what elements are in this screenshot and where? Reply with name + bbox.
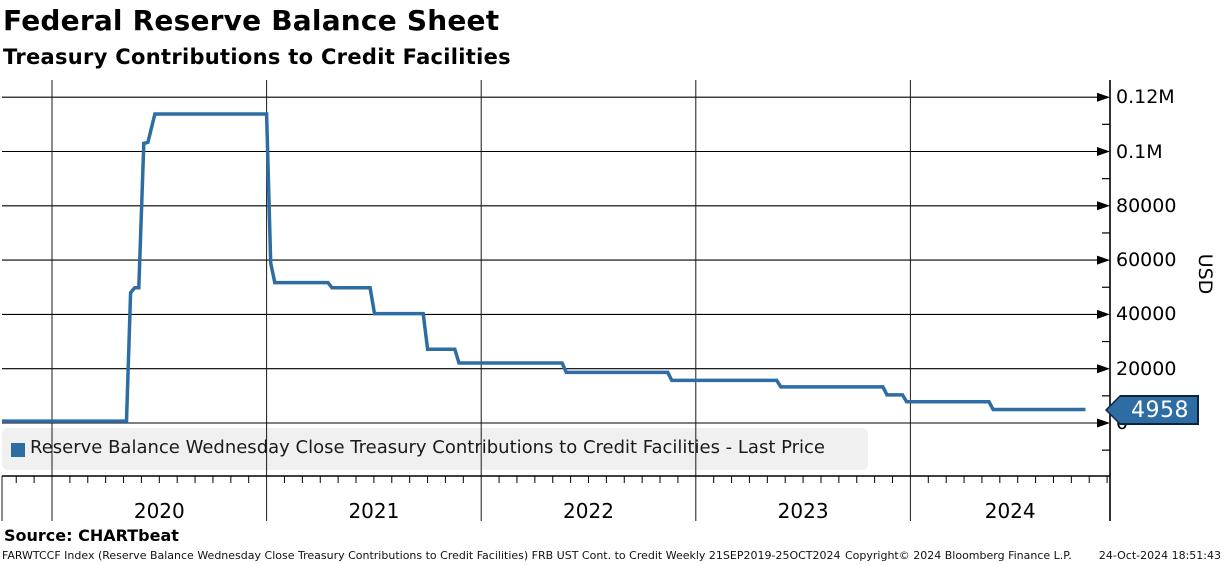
y-axis-tick-label: 80000: [1116, 194, 1177, 217]
x-axis-year-label: 2020: [133, 499, 185, 523]
y-axis-tick-label: 40000: [1116, 303, 1177, 326]
legend-series-swatch: [11, 443, 25, 457]
y-axis-tick-label: 0.12M: [1116, 86, 1175, 109]
last-price-tag-body: 4958: [1107, 397, 1197, 423]
y-axis-tick-label: 0.1M: [1116, 140, 1163, 163]
y-gridline-arrow: [1097, 201, 1110, 211]
chart-title: Federal Reserve Balance Sheet: [3, 4, 500, 37]
footer-timestamp: 24-Oct-2024 18:51:43: [1098, 549, 1221, 562]
last-price-value: 4958: [1131, 398, 1189, 423]
y-gridline-arrow: [1097, 147, 1110, 156]
y-gridline-arrow: [1097, 255, 1110, 265]
y-gridline-arrow: [1097, 418, 1110, 428]
chart-subtitle: Treasury Contributions to Credit Facilit…: [3, 45, 511, 69]
footer-copyright: Copyright© 2024 Bloomberg Finance L.P.: [845, 549, 1072, 562]
x-axis-year-label: 2023: [777, 499, 829, 523]
footer-index-description: FARWTCCF Index (Reserve Balance Wednesda…: [2, 549, 841, 562]
y-axis-tick-label: 20000: [1116, 357, 1177, 380]
x-axis-year-label: 2024: [984, 499, 1036, 523]
series-line-last-price: [2, 112, 1086, 423]
y-gridline-arrow: [1097, 309, 1110, 319]
last-price-tag: 4958: [1105, 395, 1199, 425]
legend-background: [2, 428, 868, 470]
legend-item[interactable]: Reserve Balance Wednesday Close Treasury…: [30, 437, 826, 458]
y-gridline-arrow: [1097, 92, 1110, 102]
x-axis-year-label: 2022: [563, 499, 614, 523]
source-caption: Source: CHARTbeat: [4, 526, 179, 545]
x-axis-year-label: 2021: [348, 499, 400, 523]
y-axis-tick-label: 60000: [1116, 249, 1177, 272]
y-gridline-arrow: [1097, 364, 1110, 374]
